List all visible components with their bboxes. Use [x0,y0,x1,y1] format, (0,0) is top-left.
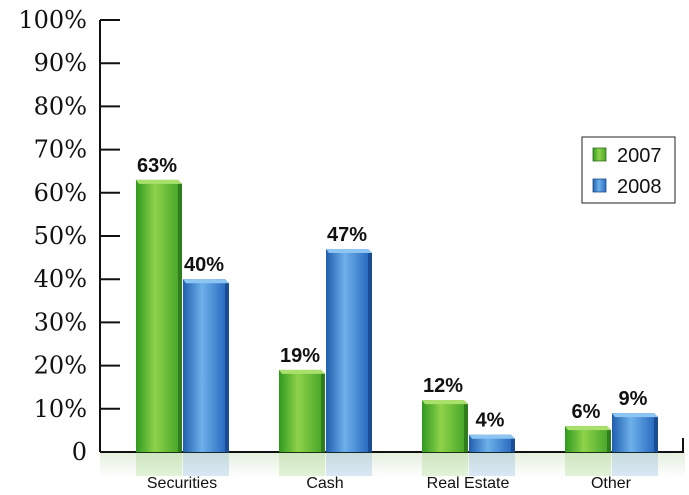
y-axis: 0 10% 20% 30% 40% 50% 60% 70% 80% 90% 100% [18,6,120,466]
y-tick-label: 10% [34,395,87,423]
y-tick-label: 100% [18,6,87,34]
legend: 2007 2008 [581,136,676,204]
data-label-real-estate-2008: 4% [476,410,505,432]
category-label-cash: Cash [306,475,343,492]
bar-reflection-real-estate-2007 [422,452,468,476]
bar-side-cash-2008 [368,248,372,452]
bar-reflection-securities-2008 [183,452,229,476]
y-tick-label: 30% [34,308,87,336]
bar-reflection-real-estate-2008 [469,452,515,476]
chart-floor-reflection [100,452,685,478]
bar-top-real-estate-2008 [469,434,515,439]
data-label-other-2008: 9% [619,388,648,410]
bar-top-cash-2008 [326,248,372,253]
data-label-real-estate-2007: 12% [423,375,463,397]
category-label-real-estate: Real Estate [427,475,510,492]
data-labels: 63% 40% 19% 47% 12% 4% 6% 9% [137,155,648,432]
bar-side-real-estate-2008 [511,434,515,452]
bar-other-2007 [565,426,607,452]
bar-side-other-2008 [654,413,658,452]
data-label-securities-2007: 63% [137,155,177,177]
legend-swatch-2007 [592,147,607,162]
bar-top-securities-2007 [136,179,182,184]
bar-side-other-2007 [607,426,611,452]
bar-top-real-estate-2007 [422,400,468,405]
bar-reflection-cash-2008 [326,452,372,476]
bar-reflection-other-2007 [565,452,611,476]
category-label-other: Other [591,475,632,492]
data-label-other-2007: 6% [572,401,601,423]
data-label-cash-2008: 47% [327,224,367,246]
bar-top-cash-2007 [279,369,325,374]
y-tick-label: 0 [72,438,87,466]
legend-swatch-2008 [592,178,607,193]
category-label-securities: Securities [147,475,217,492]
y-tick-label: 70% [34,136,87,164]
bar-cash-2008 [326,248,368,452]
bar-other-2008 [612,413,654,452]
bar-reflection-securities-2007 [136,452,182,476]
y-tick-label: 60% [34,179,87,207]
category-labels: Securities Cash Real Estate Other [147,475,632,492]
bar-top-other-2008 [612,413,658,418]
bar-side-real-estate-2007 [464,400,468,452]
bar-side-securities-2007 [178,179,182,452]
bar-real-estate-2007 [422,400,464,452]
data-label-cash-2007: 19% [280,345,320,367]
bar-reflection-other-2008 [612,452,658,476]
bar-top-securities-2008 [183,279,229,284]
bar-top-other-2007 [565,426,611,431]
legend-label-2008: 2008 [617,176,662,198]
bar-side-securities-2008 [225,279,229,452]
y-tick-label: 90% [34,49,87,77]
bar-reflection-cash-2007 [279,452,325,476]
y-tick-label: 50% [34,222,87,250]
bar-side-cash-2007 [321,369,325,452]
y-tick-label: 80% [34,92,87,120]
y-tick-label: 20% [34,352,87,380]
bars [136,179,658,476]
bar-cash-2007 [279,369,321,452]
data-label-securities-2008: 40% [184,254,224,276]
legend-label-2007: 2007 [617,145,662,167]
bar-securities-2007 [136,179,178,452]
bar-securities-2008 [183,279,225,452]
y-tick-label: 40% [34,265,87,293]
bar-real-estate-2008 [469,434,511,452]
